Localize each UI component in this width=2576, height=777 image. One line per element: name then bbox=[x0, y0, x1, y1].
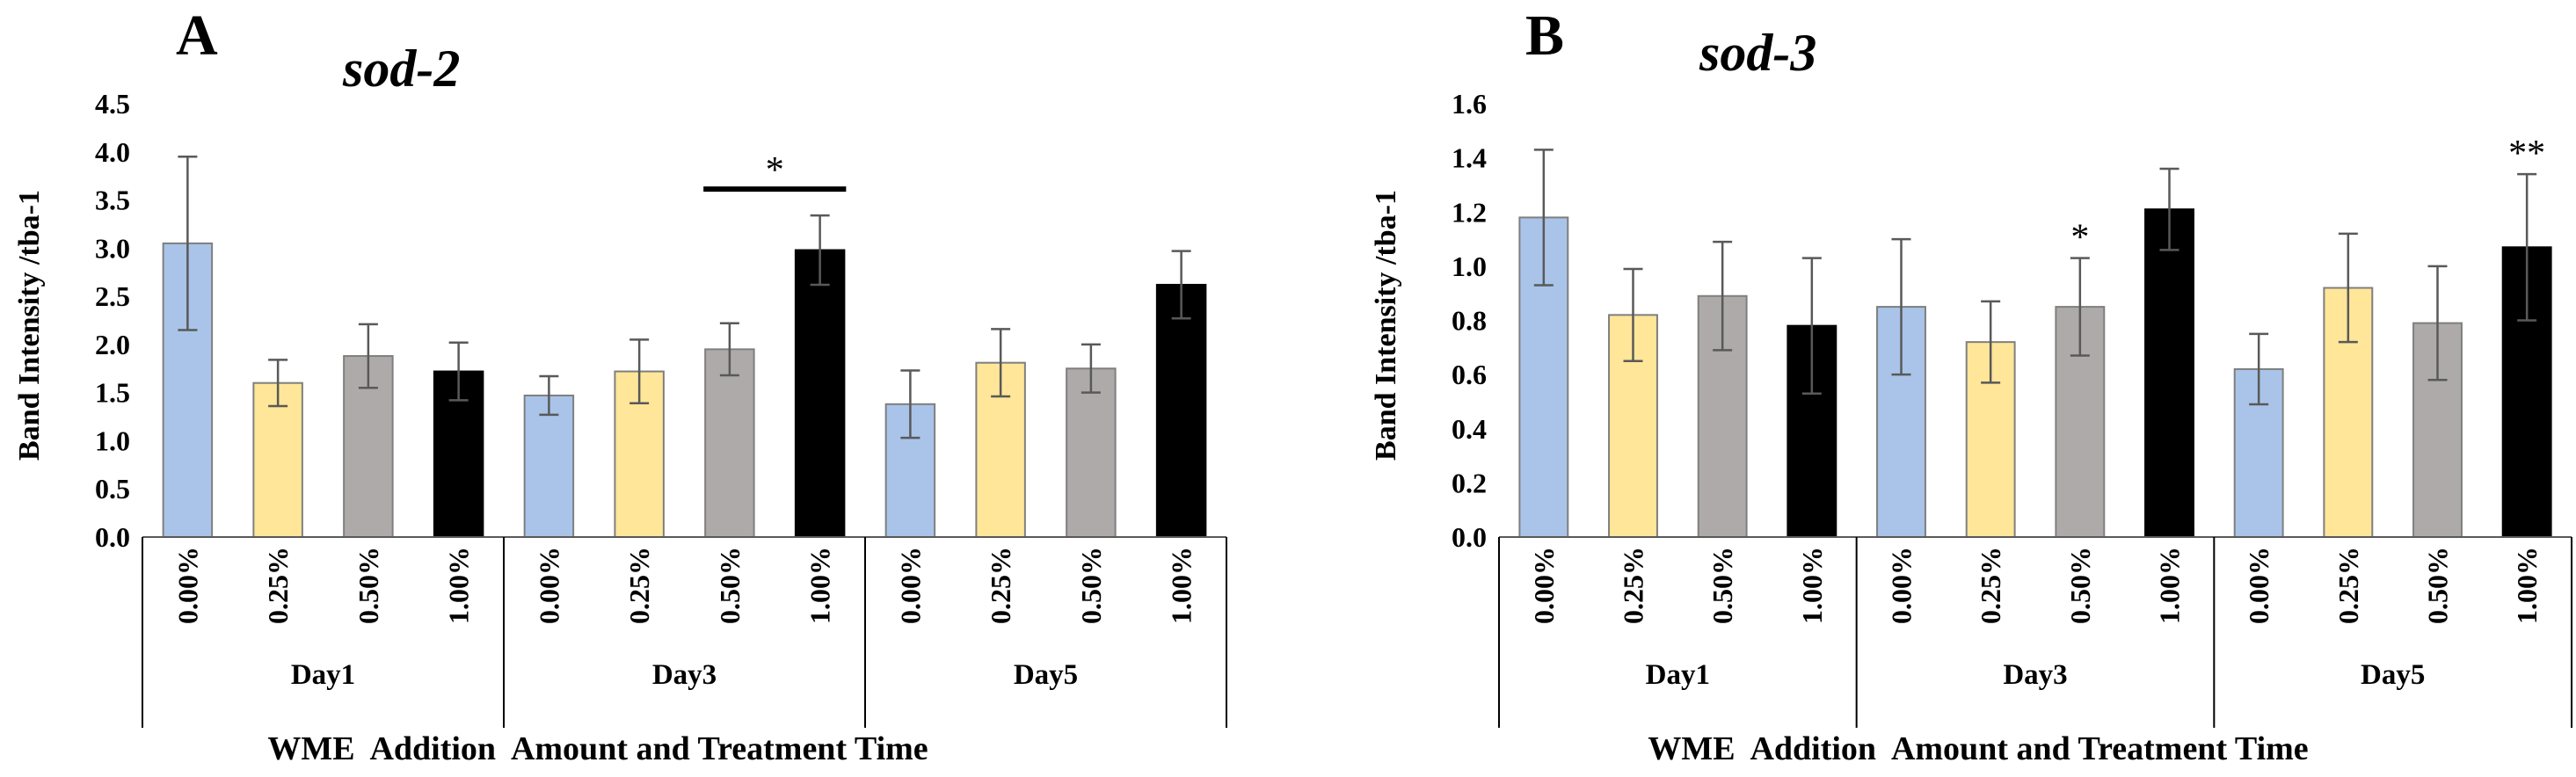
panel-a-bar-12 bbox=[1155, 283, 1207, 538]
panel-a-bar-11 bbox=[1066, 367, 1117, 538]
panel-a-significance-marker: * bbox=[766, 150, 784, 191]
panel-a-y-tick-label: 1.5 bbox=[95, 377, 130, 409]
panel-a-category-label: 1.00% bbox=[1166, 547, 1197, 624]
panel-b-title: sod-3 bbox=[1699, 24, 1816, 82]
panel-a-y-tick-label: 0.0 bbox=[95, 521, 130, 553]
panel-b-letter: B bbox=[1525, 4, 1564, 68]
panel-a-bar-5 bbox=[523, 394, 575, 538]
panel-b-y-tick-label: 1.6 bbox=[1452, 88, 1487, 120]
panel-b-y-tick-label: 0.4 bbox=[1452, 413, 1487, 445]
panel-a-group-label: Day3 bbox=[652, 659, 717, 691]
panel-a-y-tick-label: 2.0 bbox=[95, 329, 130, 360]
panel-b-y-tick-label: 1.2 bbox=[1452, 196, 1487, 228]
panel-b-y-tick-label: 0.8 bbox=[1452, 305, 1487, 337]
panel-b-category-label: 1.00% bbox=[2511, 547, 2543, 624]
panel-a-category-label: 0.50% bbox=[1075, 547, 1107, 624]
panel-b-significance-marker: * bbox=[2070, 218, 2089, 258]
panel-b-category-label: 1.00% bbox=[2154, 547, 2186, 624]
panel-b-category-label: 0.50% bbox=[1706, 547, 1738, 624]
panel-a-category-label: 0.25% bbox=[262, 547, 294, 624]
panel-a-y-tick-label: 1.0 bbox=[95, 425, 130, 456]
panel-a-y-tick-label: 0.5 bbox=[95, 473, 130, 505]
panel-a-category-label: 0.25% bbox=[623, 547, 655, 624]
panel-a-group-label: Day5 bbox=[1014, 659, 1078, 691]
panel-b-x-axis-label: WME Addition Amount and Treatment Time bbox=[1648, 730, 2308, 767]
panel-a-bar-8 bbox=[794, 249, 846, 538]
panel-b-y-tick-label: 0.2 bbox=[1452, 467, 1487, 498]
panel-a-title: sod-2 bbox=[342, 40, 460, 98]
panel-a-y-axis-label: Band Intensity /tba-1 bbox=[13, 190, 46, 461]
panel-a-category-label: 0.00% bbox=[171, 547, 203, 624]
panel-a-y-tick-label: 4.0 bbox=[95, 136, 130, 168]
panel-b-category-label: 0.00% bbox=[1528, 547, 1560, 624]
panel-a-category-label: 0.25% bbox=[985, 547, 1016, 624]
panel-a-category-label: 0.00% bbox=[894, 547, 926, 624]
panel-b-y-tick-label: 0.6 bbox=[1452, 359, 1487, 390]
panel-a-bar-7 bbox=[704, 348, 755, 538]
panel-b-y-axis-label: Band Intensity /tba-1 bbox=[1370, 190, 1402, 461]
panel-b-category-label: 0.00% bbox=[1886, 547, 1917, 624]
panel-b-y-tick-label: 0.0 bbox=[1452, 521, 1487, 553]
panel-a-category-label: 1.00% bbox=[443, 547, 475, 624]
panel-a-group-label: Day1 bbox=[291, 659, 355, 691]
panel-a-plot: 0.0 0.5 1.0 1.5 2.0 2.5 3.0 3.5 4.0 4.5 0.00% 0.25%… bbox=[95, 88, 1227, 728]
panel-b-group-label: Day5 bbox=[2361, 659, 2425, 691]
panel-a-y-tick-label: 2.5 bbox=[95, 280, 130, 312]
panel-b-category-label: 1.00% bbox=[1796, 547, 1828, 624]
panel-b-y-tick-label: 1.0 bbox=[1452, 251, 1487, 282]
panel-a-category-label: 0.50% bbox=[714, 547, 746, 624]
panel-b-significance-marker: ** bbox=[2508, 134, 2545, 174]
panel-b-bar-8 bbox=[2144, 208, 2194, 538]
panel-b-category-label: 0.25% bbox=[1975, 547, 2006, 624]
panel-b-category-label: 0.25% bbox=[2332, 547, 2364, 624]
panel-b-category-label: 0.25% bbox=[1618, 547, 1649, 624]
panel-a-category-label: 0.50% bbox=[353, 547, 384, 624]
panel-b-category-label: 0.00% bbox=[2243, 547, 2274, 624]
panel-a-letter: A bbox=[176, 4, 218, 68]
panel-a-y-tick-label: 3.5 bbox=[95, 185, 130, 216]
panel-b-y-tick-label: 1.4 bbox=[1452, 142, 1487, 174]
panel-a-y-tick-label: 3.0 bbox=[95, 232, 130, 264]
panel-a-category-label: 1.00% bbox=[804, 547, 836, 624]
panel-a-category-label: 0.00% bbox=[533, 547, 564, 624]
panel-a-y-tick-label: 4.5 bbox=[95, 88, 130, 120]
panel-b-plot: 0.0 0.2 0.4 0.6 0.8 1.0 1.2 1.4 1.6 0.00% 0.25% 0.5… bbox=[1452, 88, 2572, 728]
panel-b-group-label: Day3 bbox=[2003, 659, 2067, 691]
panel-b-category-label: 0.50% bbox=[2422, 547, 2454, 624]
panel-b-category-label: 0.50% bbox=[2064, 547, 2096, 624]
panel-b-group-label: Day1 bbox=[1646, 659, 1710, 691]
panel-a-x-axis-label: WME Addition Amount and Treatment Time bbox=[267, 730, 928, 767]
